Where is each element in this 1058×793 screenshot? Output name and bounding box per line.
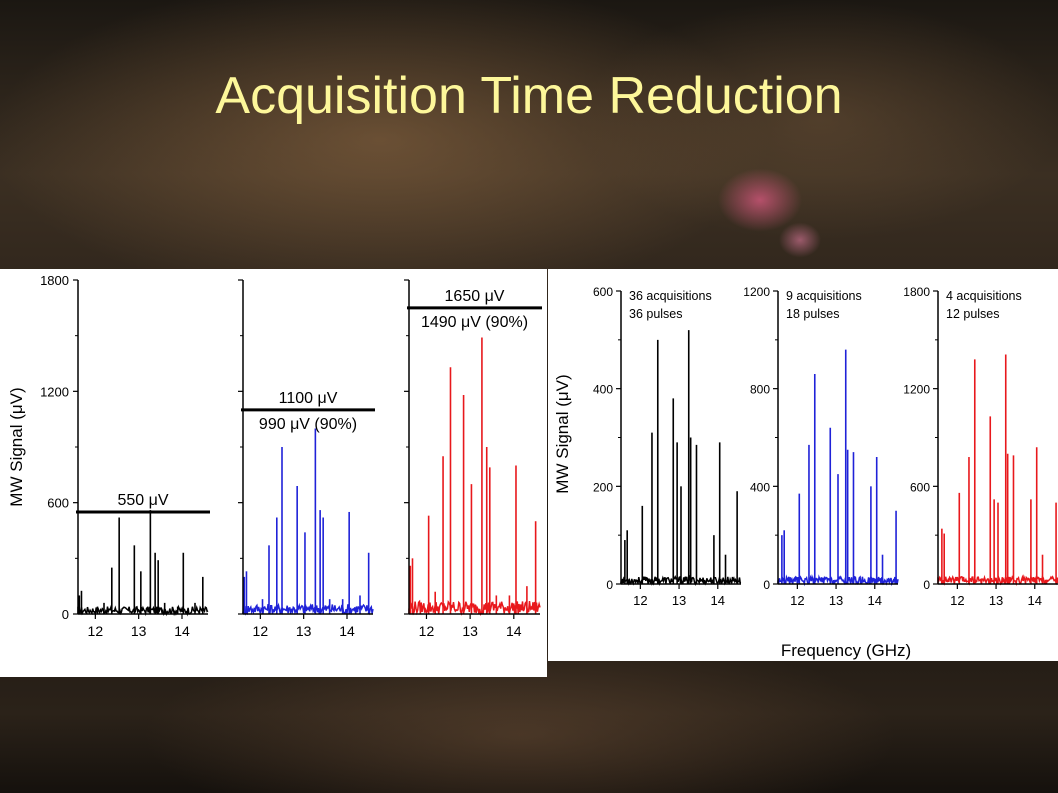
y-axis-label: MW Signal (μV)	[553, 374, 572, 493]
x-tick-label: 13	[829, 593, 843, 608]
pulses-label: 18 pulses	[786, 307, 840, 321]
y-tick-label: 1800	[40, 273, 69, 288]
y-axis-label: MW Signal (μV)	[7, 387, 26, 506]
x-tick-label: 14	[506, 623, 522, 639]
x-tick-label: 13	[296, 623, 312, 639]
y-tick-label: 600	[593, 285, 613, 299]
spectrum-baseline	[77, 604, 209, 617]
x-tick-label: 12	[419, 623, 435, 639]
x-tick-label: 14	[339, 623, 355, 639]
spectrum-baseline	[242, 602, 374, 616]
y-tick-label: 1200	[40, 384, 69, 399]
ninety-percent-label: 1490 μV (90%)	[421, 314, 528, 331]
slide-title: Acquisition Time Reduction	[215, 67, 843, 125]
acquisitions-label: 4 acquisitions	[946, 289, 1022, 303]
x-tick-label: 13	[672, 593, 686, 608]
x-tick-label: 12	[950, 593, 964, 608]
left-chart: MW Signal (μV) 0 600 1200 1800 12 13 14 550 μV 12…	[7, 273, 542, 639]
x-tick-label: 12	[790, 593, 804, 608]
left-chart-panel: MW Signal (μV) 0 600 1200 1800 12 13 14 550 μV 12…	[0, 269, 547, 677]
ninety-percent-label: 990 μV (90%)	[259, 416, 357, 433]
acquisitions-label: 36 acquisitions	[629, 289, 712, 303]
x-tick-label: 12	[88, 623, 104, 639]
x-axis-label: Frequency (GHz)	[781, 641, 911, 660]
x-tick-label: 14	[868, 593, 882, 608]
right-chart-panel: MW Signal (μV) Frequency (GHz) 0 200 400 600 1…	[548, 269, 1058, 661]
y-tick-label: 400	[750, 480, 770, 494]
x-tick-label: 12	[633, 593, 647, 608]
y-tick-label: 200	[593, 480, 613, 494]
y-tick-label: 1200	[743, 285, 770, 299]
y-tick-label: 0	[923, 578, 930, 592]
acquisitions-label: 9 acquisitions	[786, 289, 862, 303]
y-tick-label: 600	[47, 496, 69, 511]
x-tick-label: 13	[462, 623, 478, 639]
y-tick-label: 400	[593, 383, 613, 397]
x-tick-label: 13	[989, 593, 1003, 608]
x-tick-label: 14	[711, 593, 725, 608]
x-tick-label: 13	[131, 623, 147, 639]
y-tick-label: 0	[606, 578, 613, 592]
x-tick-label: 14	[174, 623, 190, 639]
y-tick-label: 1200	[903, 383, 930, 397]
pulses-label: 12 pulses	[946, 307, 1000, 321]
pulses-label: 36 pulses	[629, 307, 683, 321]
y-tick-label: 1800	[903, 285, 930, 299]
threshold-label: 1100 μV	[279, 390, 338, 407]
x-tick-label: 12	[253, 623, 269, 639]
right-chart: MW Signal (μV) Frequency (GHz) 0 200 400 600 1…	[553, 285, 1058, 660]
y-tick-label: 0	[62, 607, 69, 622]
threshold-label: 550 μV	[117, 492, 168, 509]
spectrum-baseline	[408, 599, 541, 617]
y-tick-label: 0	[763, 578, 770, 592]
y-tick-label: 800	[750, 383, 770, 397]
x-tick-label: 14	[1028, 593, 1042, 608]
threshold-label: 1650 μV	[445, 288, 505, 305]
y-tick-label: 600	[910, 480, 930, 494]
